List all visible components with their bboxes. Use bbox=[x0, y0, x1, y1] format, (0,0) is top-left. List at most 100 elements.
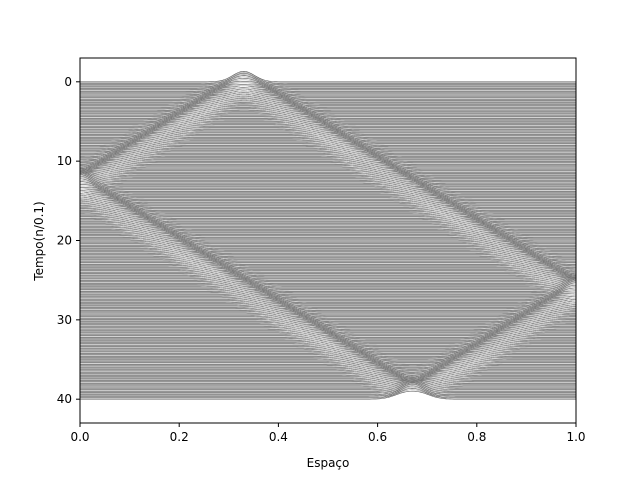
wave-line bbox=[80, 198, 576, 205]
wave-line bbox=[80, 294, 576, 301]
wave-line bbox=[80, 330, 576, 337]
wave-line bbox=[80, 371, 576, 378]
wave-line bbox=[80, 211, 576, 217]
wave-line bbox=[80, 306, 576, 313]
wave-line bbox=[80, 178, 576, 189]
wave-line bbox=[80, 238, 576, 244]
wave-line bbox=[80, 384, 576, 396]
wave-line bbox=[80, 307, 576, 314]
wave-line bbox=[80, 209, 576, 216]
wave-line bbox=[80, 388, 576, 398]
wave-line bbox=[80, 92, 576, 98]
wave-line bbox=[80, 338, 576, 344]
wave-line bbox=[80, 223, 576, 230]
wave-line bbox=[80, 236, 576, 243]
wave-line bbox=[80, 389, 576, 399]
wave-line bbox=[80, 219, 576, 226]
wave-line bbox=[80, 84, 576, 91]
wave-line bbox=[80, 262, 576, 269]
wave-line bbox=[80, 292, 576, 299]
y-tick-label: 0 bbox=[64, 75, 72, 89]
wave-line bbox=[80, 227, 576, 234]
wave-line bbox=[80, 140, 576, 147]
wave-line bbox=[80, 108, 576, 114]
wave-line bbox=[80, 97, 576, 104]
wave-line bbox=[80, 163, 576, 170]
wave-line bbox=[80, 250, 576, 257]
wave-line bbox=[80, 203, 576, 210]
wave-line bbox=[80, 211, 576, 218]
wave-line bbox=[80, 225, 576, 232]
wave-line bbox=[80, 356, 576, 363]
wave-line bbox=[80, 81, 576, 89]
wave-line bbox=[80, 165, 576, 171]
wave-line bbox=[80, 246, 576, 253]
wave-line bbox=[80, 278, 576, 288]
wave-line bbox=[80, 357, 576, 364]
wave-line bbox=[80, 144, 576, 151]
wave-line bbox=[80, 254, 576, 261]
wave-line bbox=[80, 202, 576, 209]
wave-line bbox=[80, 300, 576, 307]
wave-line bbox=[80, 125, 576, 132]
wave-line bbox=[80, 212, 576, 219]
wave-line bbox=[80, 208, 576, 215]
wave-line bbox=[80, 129, 576, 136]
wave-line bbox=[80, 385, 576, 397]
wave-line bbox=[80, 219, 576, 225]
wave-line bbox=[80, 279, 576, 291]
wave-line bbox=[80, 130, 576, 137]
wave-line bbox=[80, 376, 576, 383]
wave-line bbox=[80, 146, 576, 153]
wave-line bbox=[80, 353, 576, 360]
wave-line bbox=[80, 301, 576, 308]
wave-line bbox=[80, 107, 576, 114]
wave-line bbox=[80, 189, 576, 196]
wave-line bbox=[80, 127, 576, 134]
wave-line bbox=[80, 201, 576, 208]
wave-line bbox=[80, 311, 576, 318]
wave-line bbox=[80, 139, 576, 146]
wave-line bbox=[80, 258, 576, 265]
wave-line bbox=[80, 76, 576, 87]
wave-line bbox=[80, 161, 576, 168]
wave-line bbox=[80, 259, 576, 266]
wave-line bbox=[80, 382, 576, 394]
x-tick-label: 0.4 bbox=[269, 430, 288, 444]
x-tick-label: 0.2 bbox=[170, 430, 189, 444]
wave-line bbox=[80, 115, 576, 121]
wave-line bbox=[80, 254, 576, 260]
wave-line bbox=[80, 104, 576, 110]
wave-line bbox=[80, 360, 576, 367]
wave-line bbox=[80, 305, 576, 312]
wave-line bbox=[80, 373, 576, 379]
wave-line bbox=[80, 337, 576, 344]
wave-line bbox=[80, 135, 576, 142]
wave-line bbox=[80, 383, 576, 395]
wave-line bbox=[80, 302, 576, 309]
wave-line bbox=[80, 205, 576, 212]
wave-line bbox=[80, 176, 576, 187]
wave-line bbox=[80, 123, 576, 129]
wave-line bbox=[80, 274, 576, 281]
wave-line bbox=[80, 187, 576, 194]
wave-line bbox=[80, 102, 576, 109]
wave-line bbox=[80, 246, 576, 252]
wave-line bbox=[80, 325, 576, 332]
wave-line bbox=[80, 333, 576, 340]
wave-line bbox=[80, 350, 576, 356]
wave-line bbox=[80, 316, 576, 323]
wave-line bbox=[80, 318, 576, 325]
wave-line bbox=[80, 195, 576, 202]
wave-line bbox=[80, 170, 576, 177]
wave-line bbox=[80, 323, 576, 329]
wave-line bbox=[80, 284, 576, 295]
wave-line bbox=[80, 234, 576, 241]
wave-line bbox=[80, 357, 576, 363]
wave-line bbox=[80, 334, 576, 340]
wave-line bbox=[80, 281, 576, 293]
wave-line bbox=[80, 133, 576, 140]
wave-line bbox=[80, 200, 576, 206]
wave-line bbox=[80, 336, 576, 343]
wave-line bbox=[80, 358, 576, 365]
